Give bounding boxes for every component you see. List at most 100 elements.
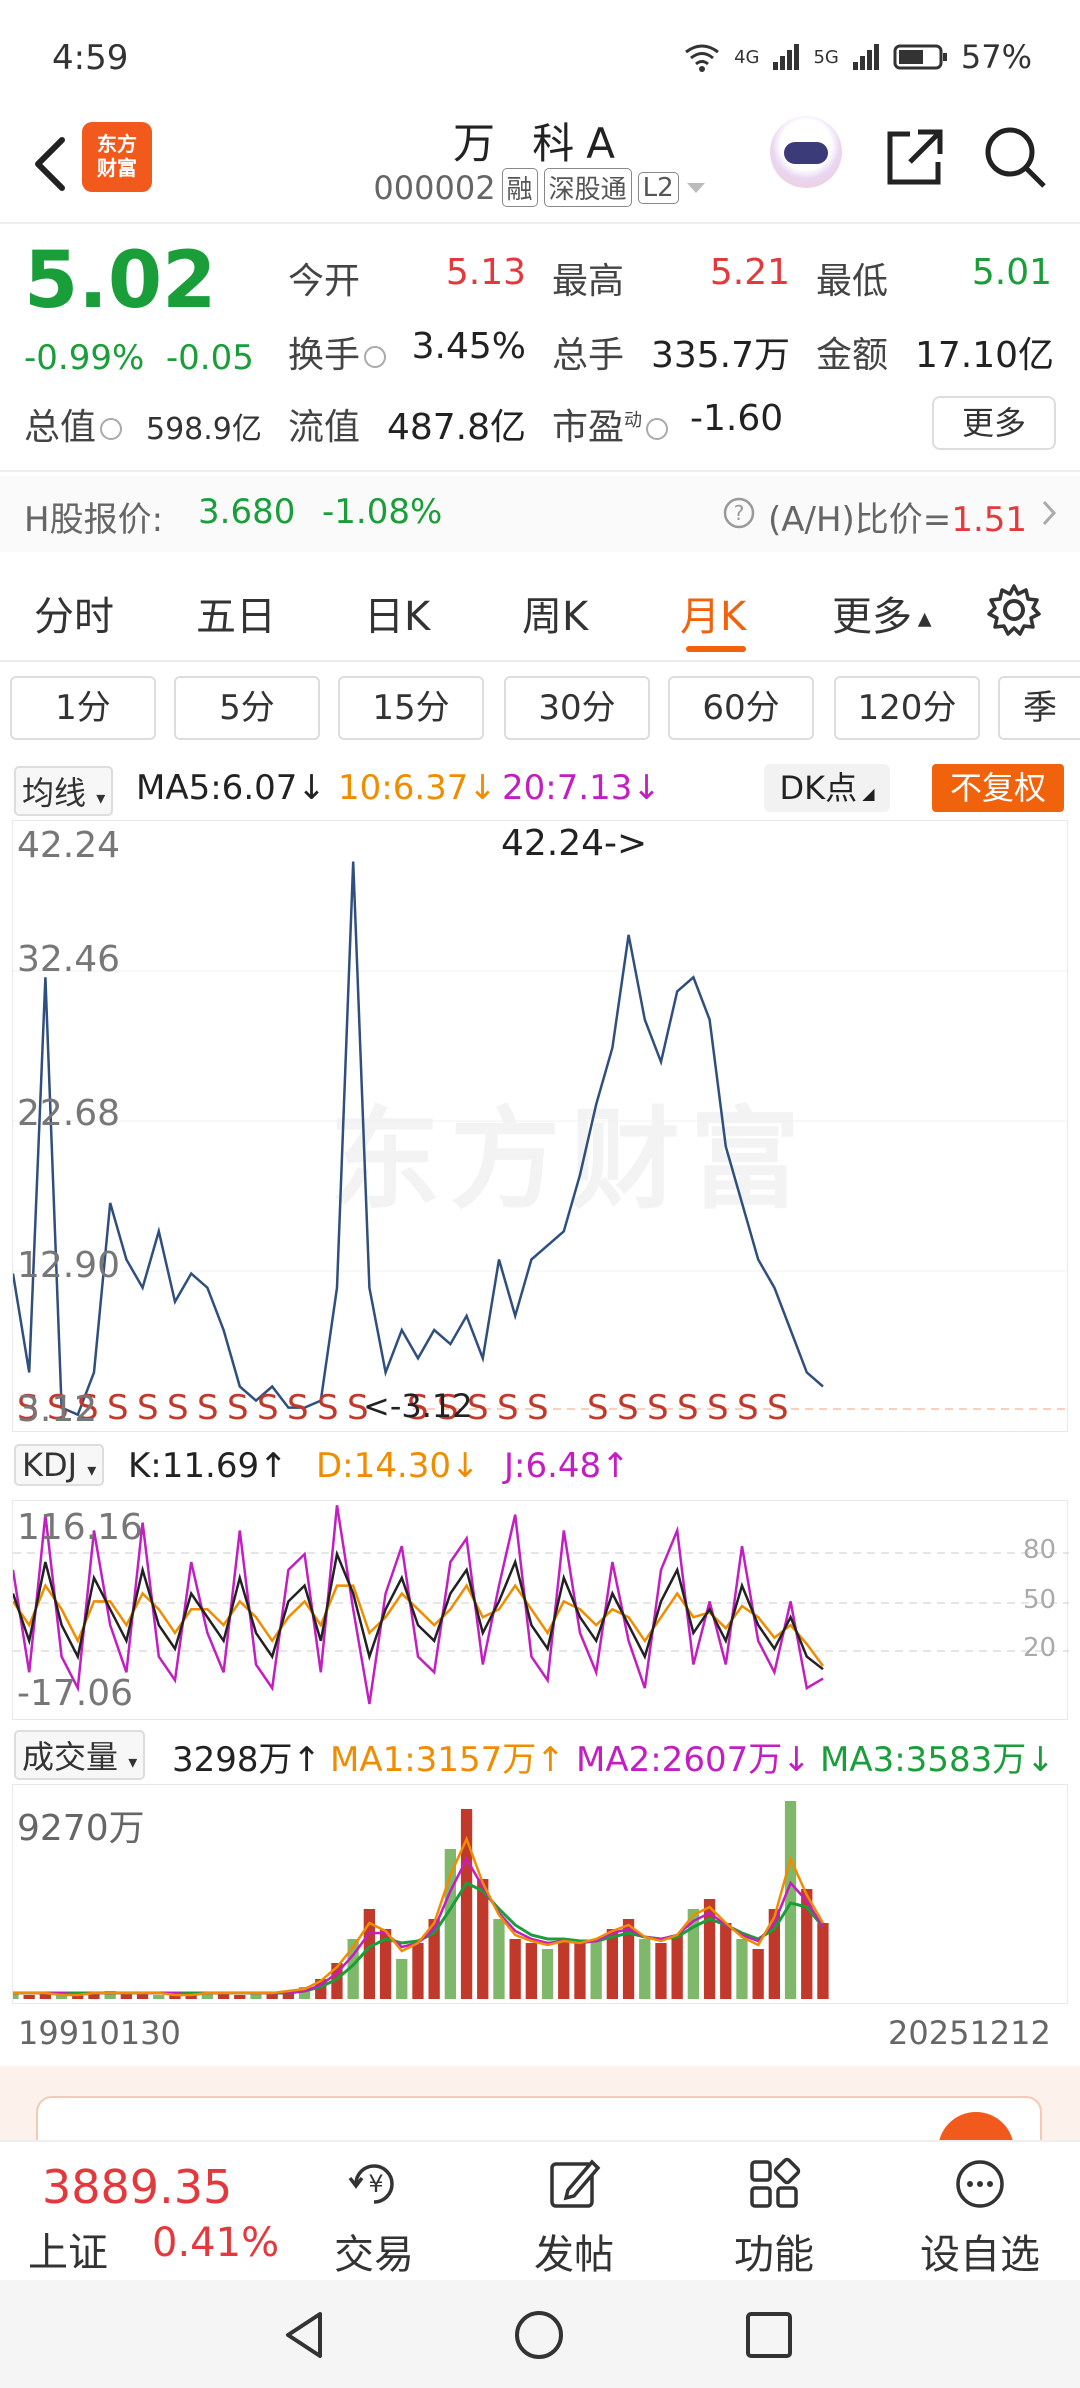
min-annotation: <-3.12 <box>363 1387 473 1425</box>
indicator-selector-kdj[interactable]: KDJ ▾ <box>14 1444 105 1486</box>
ma10-value: 10:6.37↓ <box>338 768 497 808</box>
sell-marker: S <box>767 1388 789 1428</box>
period-5min-button[interactable]: 5分 <box>174 676 320 740</box>
volume-label: 总手 <box>552 335 625 376</box>
tab-more[interactable]: 更多 ▲ <box>832 594 932 640</box>
volume-bar <box>266 1993 278 1999</box>
max-annotation: 42.24-> <box>501 823 648 864</box>
bottom-toolbar: 3889.35 上证 0.41% ¥ 交易 发帖 功能 设自选 <box>0 2140 1080 2280</box>
function-button[interactable]: 功能 <box>714 2156 834 2280</box>
volume-chart[interactable]: 9270万 <box>7 1784 1068 2004</box>
nav-recents-icon[interactable] <box>744 2310 794 2360</box>
period-60min-button[interactable]: 60分 <box>668 676 814 740</box>
sell-marker: S <box>737 1388 759 1428</box>
tab-five-day[interactable]: 五日 <box>196 594 276 640</box>
trade-icon: ¥ <box>348 2164 394 2204</box>
stock-code: 000002 <box>373 168 496 207</box>
period-tabs: 分时 五日 日K 周K 月K 更多 ▲ <box>0 566 1080 656</box>
volume-bars <box>7 1801 829 1999</box>
h-share-row[interactable]: H股报价: 3.680 -1.08% ? (A/H)比价=1.51 <box>0 476 1080 552</box>
y-label-max: 42.24 <box>17 825 121 866</box>
kdj-min-label: -17.06 <box>17 1673 134 1714</box>
period-120min-button[interactable]: 120分 <box>834 676 980 740</box>
sell-marker: S <box>677 1388 699 1428</box>
sell-marker: S <box>137 1388 159 1428</box>
y-label-2: 32.46 <box>17 939 121 980</box>
more-quote-button[interactable]: 更多 <box>932 396 1056 450</box>
volume-bar <box>282 1991 294 1999</box>
ai-assistant-icon[interactable] <box>770 116 842 188</box>
info-icon <box>364 346 387 368</box>
trade-button[interactable]: ¥ 交易 <box>314 2156 434 2280</box>
status-bar: 4:59 4G 5G 57% <box>0 0 1080 120</box>
tab-daily-k[interactable]: 日K <box>364 594 431 640</box>
kdj-80-label: 80 <box>1023 1535 1057 1565</box>
volume-bar <box>655 1943 667 1999</box>
nav-back-icon[interactable] <box>280 2308 330 2362</box>
add-watchlist-button[interactable]: 设自选 <box>900 2156 1060 2280</box>
mcap-label: 总值 <box>24 398 123 450</box>
volume-ma3: MA3:3583万↓ <box>820 1740 1055 1780</box>
volume-bar <box>784 1801 797 1999</box>
tab-intraday[interactable]: 分时 <box>34 594 114 640</box>
tab-monthly-k[interactable]: 月K <box>680 594 747 640</box>
adjustment-toggle[interactable]: 不复权 <box>932 764 1064 812</box>
h-share-price: 3.680 <box>198 492 296 532</box>
volume-bar <box>736 1939 748 1999</box>
stock-code-line[interactable]: 000002 融 深股通 L2 <box>0 168 1080 207</box>
share-icon[interactable] <box>880 122 950 192</box>
kdj-d-value: D:14.30↓ <box>316 1446 480 1486</box>
period-quarter-button[interactable]: 季 <box>998 676 1080 740</box>
y-label-4: 12.90 <box>17 1245 121 1286</box>
index-value[interactable]: 3889.35 <box>42 2160 233 2214</box>
low-value: 5.01 <box>971 252 1052 293</box>
sell-marker: S <box>467 1388 489 1428</box>
period-15min-button[interactable]: 15分 <box>338 676 484 740</box>
volume-bar <box>720 1923 732 1999</box>
kdj-20-label: 20 <box>1023 1633 1057 1663</box>
sell-marker: S <box>47 1388 69 1428</box>
dropdown-icon <box>686 182 705 193</box>
sell-marker: S <box>527 1388 549 1428</box>
volume-bar <box>39 1993 51 1999</box>
volume-value: 3298万↑ <box>172 1740 322 1780</box>
chevron-right-icon <box>1042 500 1057 526</box>
volume-bar <box>817 1923 829 1999</box>
y-label-min: 3.12 <box>17 1389 98 1430</box>
volume-bar <box>201 1993 213 1999</box>
period-1min-button[interactable]: 1分 <box>10 676 156 740</box>
dk-point-button[interactable]: DK点 ◢ <box>764 764 890 812</box>
sell-marker: S <box>167 1388 189 1428</box>
indicator-selector-ma[interactable]: 均线 ▾ <box>14 766 114 816</box>
index-pct[interactable]: 0.41% <box>152 2220 280 2266</box>
period-30min-button[interactable]: 30分 <box>504 676 650 740</box>
battery-level: 57% <box>960 38 1032 76</box>
high-label: 最高 <box>552 261 625 302</box>
index-name[interactable]: 上证 <box>28 2230 108 2276</box>
signal-icon <box>773 44 800 70</box>
help-icon[interactable]: ? <box>722 496 756 530</box>
kdj-max-label: 116.16 <box>17 1507 143 1548</box>
search-icon[interactable] <box>980 122 1050 192</box>
clock: 4:59 <box>52 38 129 78</box>
tab-weekly-k[interactable]: 周K <box>522 594 589 640</box>
kdj-chart[interactable]: 116.16 -17.06 80 50 20 <box>11 1500 1069 1720</box>
back-arrow-icon[interactable] <box>22 124 82 204</box>
signal-icon <box>852 44 879 70</box>
kdj-legend: KDJ ▾ K:11.69↑ D:14.30↓ J:6.48↑ <box>0 1438 1080 1492</box>
turnover-label: 换手 <box>288 326 387 378</box>
volume-value: 335.7万 <box>650 335 790 376</box>
volume-bar <box>574 1943 586 1999</box>
volume-bar <box>185 1995 197 1999</box>
kdj-50-label: 50 <box>1023 1585 1057 1615</box>
high-value: 5.21 <box>709 252 790 293</box>
post-button[interactable]: 发帖 <box>514 2156 634 2280</box>
indicator-selector-volume[interactable]: 成交量 ▾ <box>14 1730 146 1780</box>
nav-home-icon[interactable] <box>512 2308 566 2362</box>
volume-bar <box>298 1987 311 1999</box>
gear-icon[interactable] <box>986 582 1042 638</box>
sell-marker: S <box>617 1388 639 1428</box>
volume-bar <box>493 1919 505 1999</box>
